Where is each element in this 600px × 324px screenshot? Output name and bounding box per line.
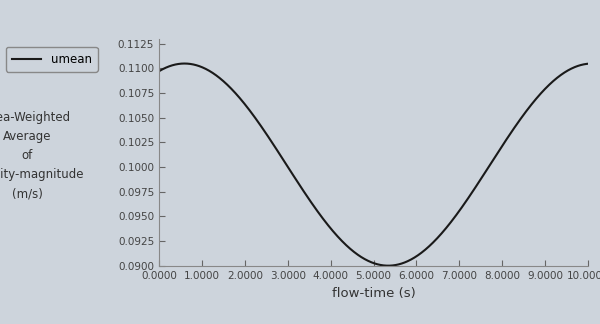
umean: [345, 245, 352, 249]
Text: Area-Weighted
Average
of
velocity-magnitude
(m/s): Area-Weighted Average of velocity-magnit…: [0, 111, 84, 200]
Line: umean: umean: [159, 64, 588, 266]
umean: [499, 144, 506, 148]
umean: [329, 229, 337, 233]
umean: [491, 156, 498, 160]
umean: [181, 62, 188, 65]
umean: [155, 69, 163, 73]
umean: [451, 215, 458, 219]
umean: [584, 62, 592, 66]
Legend: umean: umean: [6, 47, 98, 72]
X-axis label: flow-time (s): flow-time (s): [332, 287, 415, 300]
umean: [385, 264, 392, 268]
umean: [200, 66, 207, 70]
